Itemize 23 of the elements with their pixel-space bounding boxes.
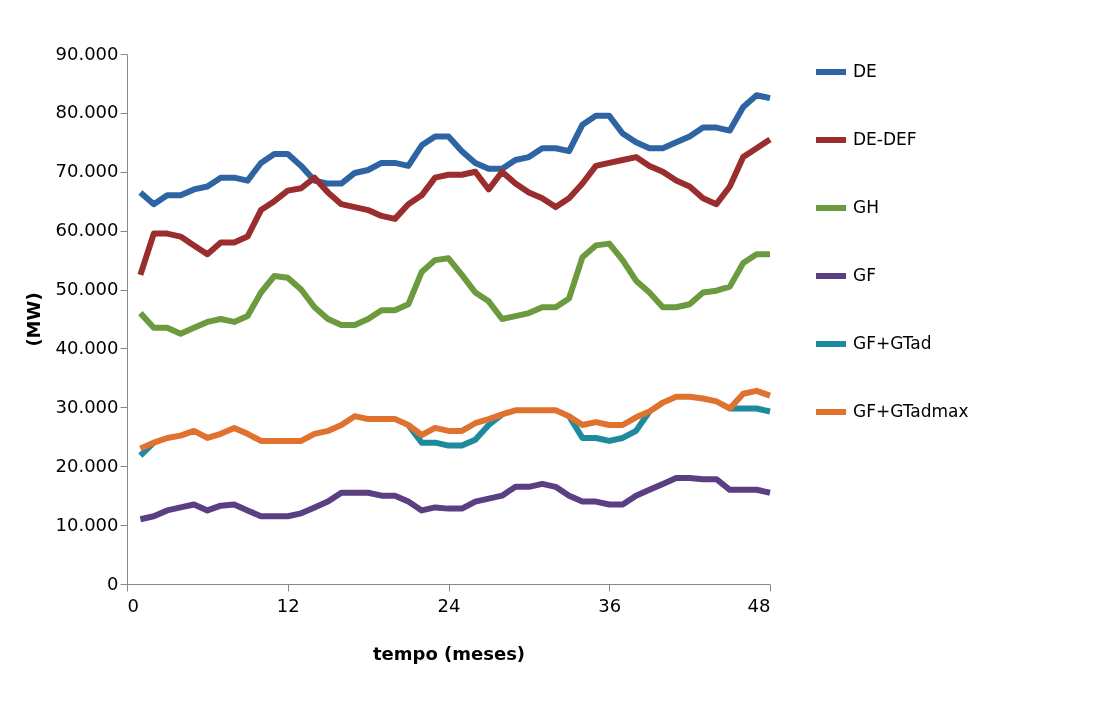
legend-label: GH — [853, 197, 879, 217]
y-tick-label: 0 — [107, 572, 119, 594]
y-tick-label: 20.000 — [55, 454, 119, 476]
legend-label: GF — [853, 265, 876, 285]
y-axis-title: (MW) — [22, 292, 44, 347]
x-tick-label: 0 — [127, 594, 139, 616]
y-tick-label: 90.000 — [55, 42, 119, 64]
y-tick-label: 60.000 — [55, 219, 119, 241]
x-tick-label: 24 — [437, 594, 461, 616]
y-tick-label: 10.000 — [55, 513, 119, 535]
x-axis-title: tempo (meses) — [372, 642, 526, 664]
legend-label: GF+GTadmax — [853, 401, 969, 421]
legend-label: DE — [853, 61, 877, 81]
y-tick-label: 50.000 — [55, 278, 119, 300]
y-tick-label: 40.000 — [55, 336, 119, 358]
legend-label: GF+GTad — [853, 333, 932, 353]
legend-label: DE-DEF — [853, 129, 917, 149]
y-tick-label: 30.000 — [55, 395, 119, 417]
x-tick-label: 48 — [747, 594, 771, 616]
x-tick-label: 36 — [598, 594, 622, 616]
x-tick-label: 12 — [276, 594, 300, 616]
y-tick-label: 70.000 — [55, 160, 119, 182]
y-tick-label: 80.000 — [55, 101, 119, 123]
